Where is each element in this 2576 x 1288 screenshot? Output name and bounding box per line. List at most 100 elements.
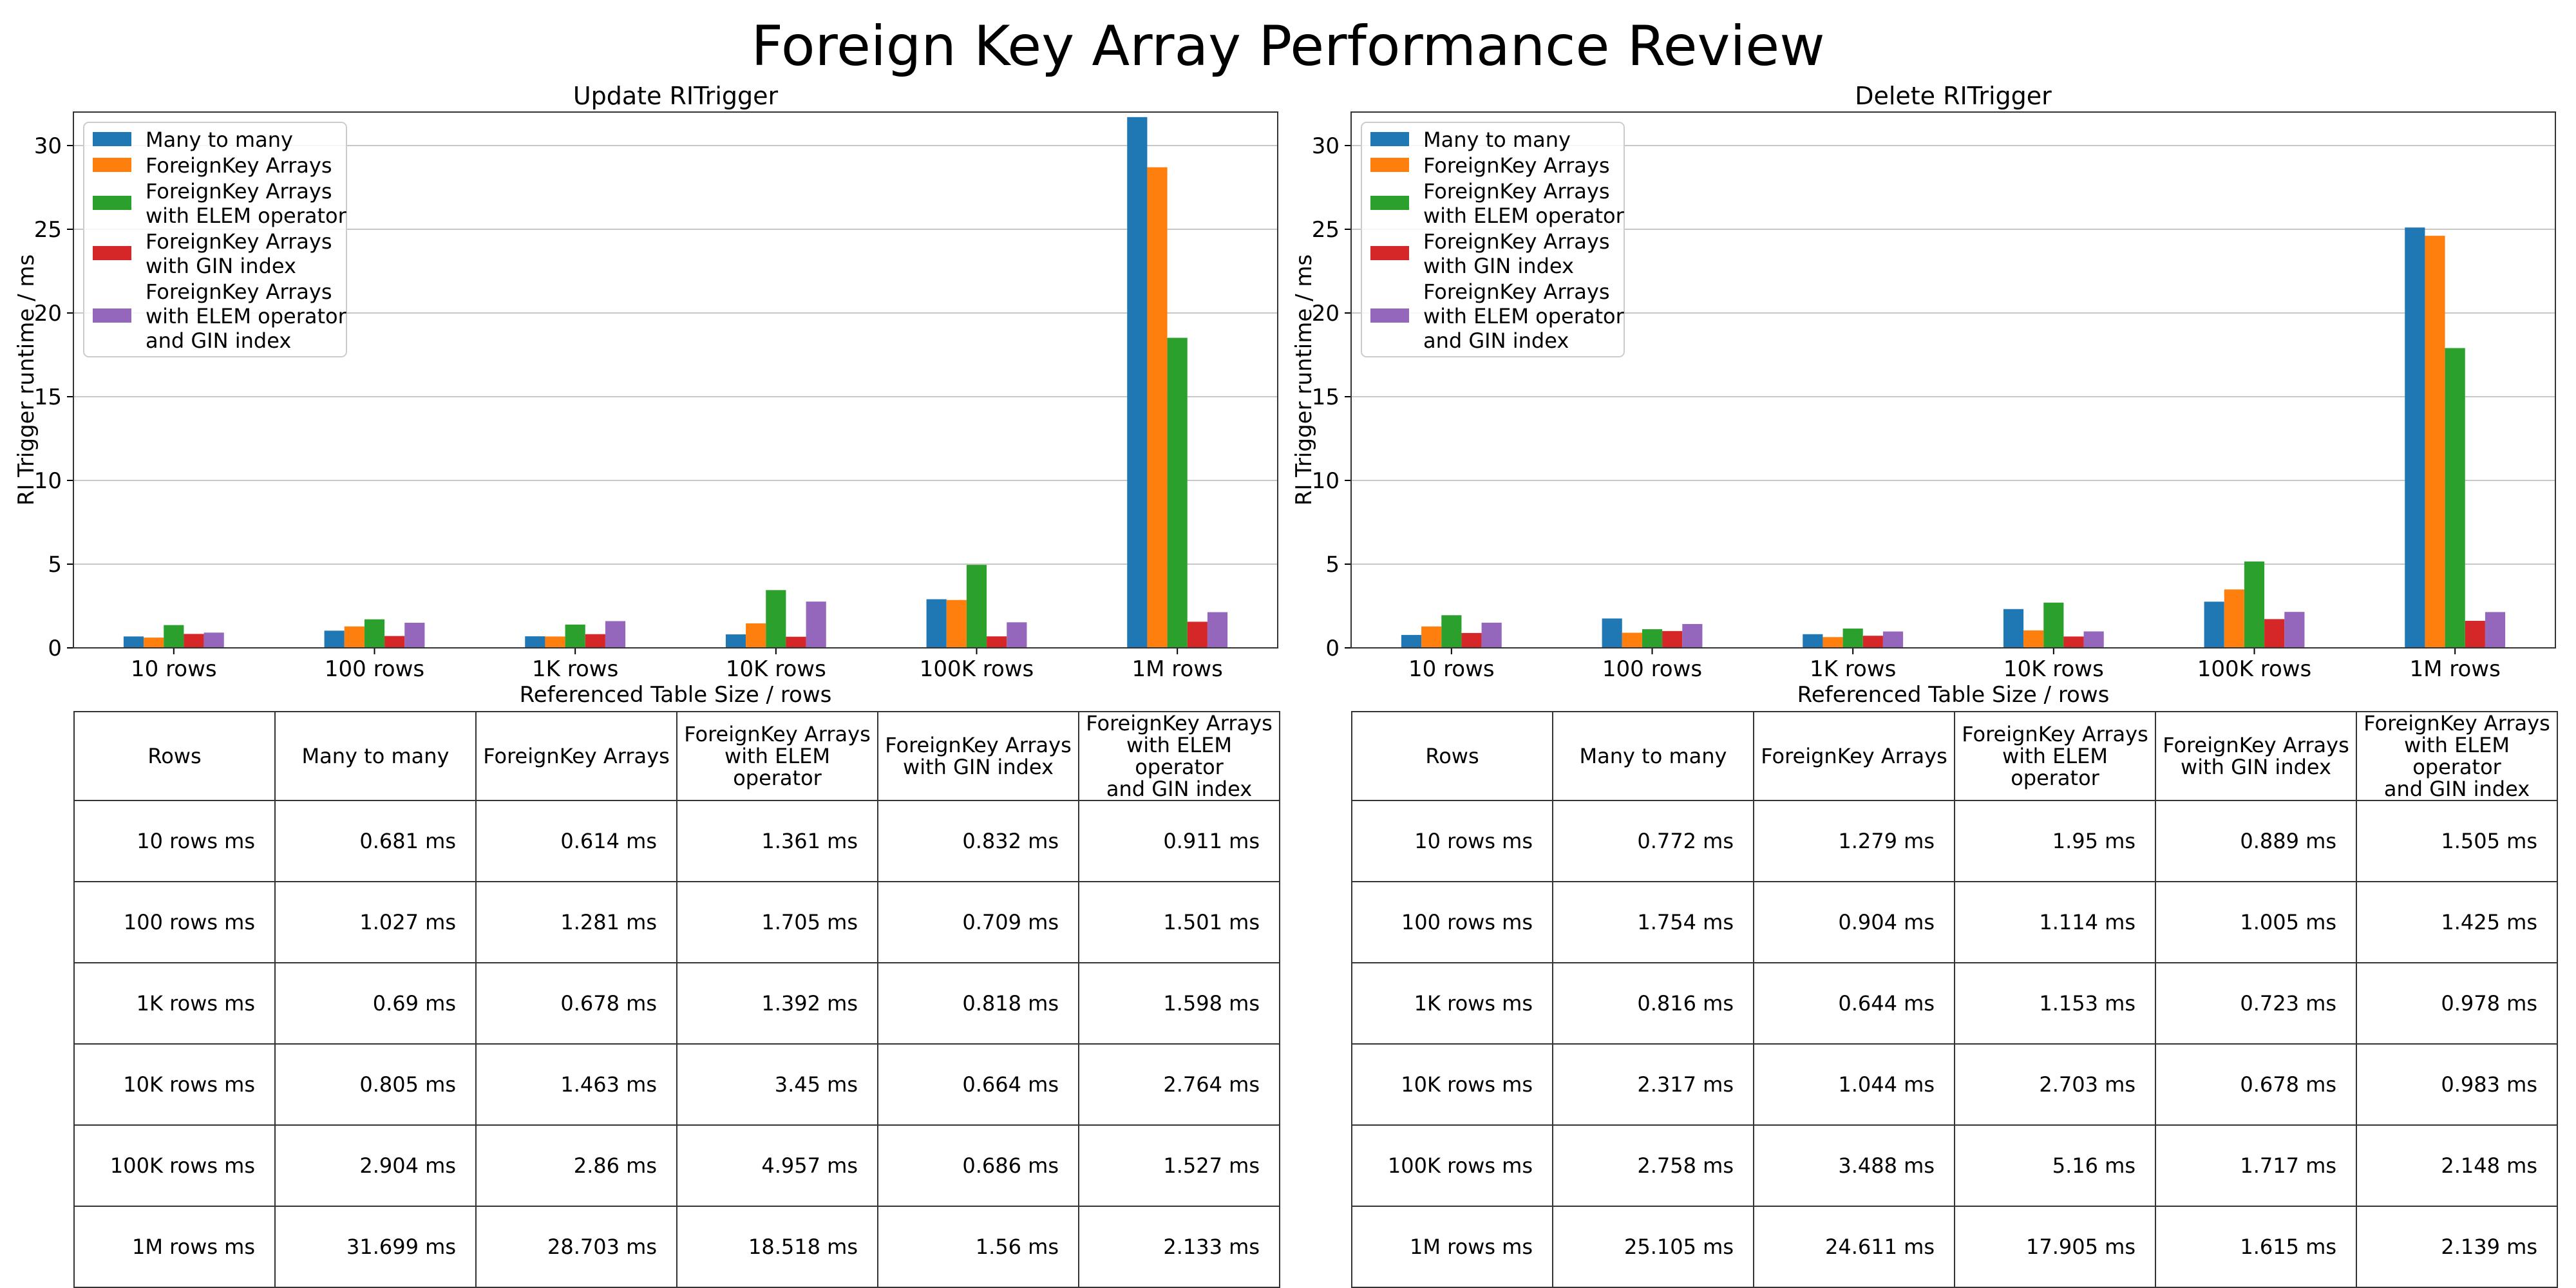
table-cell: 1M rows ms: [1351, 1206, 1553, 1288]
table-cell: 1.392 ms: [676, 962, 878, 1045]
table-cell: 2.764 ms: [1078, 1043, 1280, 1126]
x-tick-label: 100 rows: [325, 656, 424, 682]
table-cell: 10 rows ms: [1351, 800, 1553, 882]
table-header-cell: ForeignKey Arrays: [1753, 711, 1955, 801]
bar: [1127, 117, 1148, 649]
bar: [565, 624, 585, 648]
bar: [1007, 622, 1027, 648]
bar: [786, 636, 806, 648]
bar: [2485, 612, 2506, 648]
table-row: 10K rows ms 2.317 ms 1.044 ms 2.703 ms 0.678…: [1351, 1043, 2558, 1126]
bar: [2204, 601, 2224, 648]
y-tick-label: 20: [34, 301, 62, 327]
bar: [184, 634, 204, 648]
bar: [2003, 609, 2024, 648]
table-row: 1M rows ms 31.699 ms 28.703 ms 18.518 ms 1.5…: [73, 1206, 1280, 1288]
y-axis-label: RI Trigger runtime / ms: [14, 254, 39, 506]
table-cell: 18.518 ms: [676, 1206, 878, 1288]
bar: [2284, 612, 2305, 648]
legend-label: ForeignKey Arrays with ELEM operator and G…: [146, 279, 347, 353]
table-cell: 31.699 ms: [274, 1206, 477, 1288]
table-row: 100 rows ms 1.027 ms 1.281 ms 1.705 ms 0.709…: [73, 881, 1280, 963]
table-cell: 100K rows ms: [1351, 1124, 1553, 1207]
table-row: 10 rows ms 0.772 ms 1.279 ms 1.95 ms 0.889 m…: [1351, 800, 2558, 882]
table-cell: 0.614 ms: [475, 800, 677, 882]
table-cell: 0.681 ms: [274, 800, 477, 882]
table-cell: 1.005 ms: [2155, 881, 2357, 963]
table-cell: 0.772 ms: [1552, 800, 1754, 882]
table-cell: 4.957 ms: [676, 1124, 878, 1207]
table-cell: 0.832 ms: [877, 800, 1079, 882]
bar: [926, 599, 947, 648]
bar: [946, 600, 967, 648]
bar: [525, 636, 545, 648]
table-cell: 2.758 ms: [1552, 1124, 1754, 1207]
bar: [1862, 636, 1883, 648]
x-tick-label: 1M rows: [1132, 656, 1222, 682]
legend-swatch: [1370, 308, 1409, 323]
table-row: 100K rows ms 2.758 ms 3.488 ms 5.16 ms 1.717…: [1351, 1124, 2558, 1207]
legend-label: ForeignKey Arrays with GIN index: [146, 229, 332, 278]
legend-swatch: [1370, 132, 1409, 146]
bar: [144, 638, 164, 648]
x-tick-label: 100K rows: [2197, 656, 2312, 682]
update-ritrigger-table: Rows Many to many ForeignKey Arrays Foreign…: [73, 711, 1280, 1288]
legend-swatch: [1370, 196, 1409, 210]
legend-swatch: [93, 196, 131, 210]
table-cell: 17.905 ms: [1954, 1206, 2156, 1288]
table-cell: 0.69 ms: [274, 962, 477, 1045]
bar: [2264, 619, 2285, 648]
y-tick-label: 5: [1325, 552, 1340, 578]
bar: [806, 601, 826, 648]
legend-label: ForeignKey Arrays with ELEM operator and G…: [1423, 279, 1625, 353]
legend-swatch: [1370, 158, 1409, 172]
table-header-row: Rows Many to many ForeignKey Arrays Foreign…: [1351, 711, 2558, 801]
bar: [404, 622, 425, 648]
legend-box: [1361, 122, 1625, 357]
bar: [204, 632, 224, 648]
table-cell: 1.705 ms: [676, 881, 878, 963]
chart-title: Update RITrigger: [573, 82, 779, 110]
table-cell: 1.615 ms: [2155, 1206, 2357, 1288]
bar: [344, 626, 365, 648]
bar: [966, 565, 987, 648]
delete-ritrigger-table: Rows Many to many ForeignKey Arrays Foreign…: [1351, 711, 2558, 1288]
update-ritrigger-chart: Update RITrigger 0 5 10 15 20 25 30 10 rows 100 r…: [14, 82, 1278, 708]
table-row: 1K rows ms 0.69 ms 0.678 ms 1.392 ms 0.818 m…: [73, 962, 1280, 1045]
bar: [987, 636, 1007, 648]
bar: [1441, 615, 1462, 648]
table-cell: 10K rows ms: [1351, 1043, 1553, 1126]
table-header-cell: Rows: [1351, 711, 1553, 801]
bar: [2063, 636, 2084, 648]
bar: [123, 636, 144, 648]
legend-swatch: [93, 132, 131, 146]
delete-ritrigger-chart: Delete RITrigger 0 5 10 15 20 25 30 10 rows 100 r…: [1291, 82, 2556, 708]
table-cell: 1.717 ms: [2155, 1124, 2357, 1207]
x-tick-label: 10K rows: [726, 656, 826, 682]
table-cell: 0.664 ms: [877, 1043, 1079, 1126]
y-tick-label: 25: [34, 217, 62, 243]
bar: [1682, 623, 1703, 648]
bar: [384, 636, 405, 648]
table-cell: 0.805 ms: [274, 1043, 477, 1126]
table-cell: 3.488 ms: [1753, 1124, 1955, 1207]
bar: [746, 623, 766, 648]
bar: [1147, 167, 1168, 648]
bar: [2445, 348, 2465, 648]
x-axis-label: Referenced Table Size / rows: [1797, 682, 2110, 708]
table-cell: 1.527 ms: [1078, 1124, 1280, 1207]
table-row: 100K rows ms 2.904 ms 2.86 ms 4.957 ms 0.686…: [73, 1124, 1280, 1207]
table-header-cell: ForeignKey Arrays with ELEM operator: [1954, 711, 2156, 801]
bar: [164, 625, 184, 648]
table-header-cell: ForeignKey Arrays with ELEM operator and G…: [1078, 711, 1280, 801]
bar: [1602, 618, 1622, 648]
table-row: 100 rows ms 1.754 ms 0.904 ms 1.114 ms 1.005…: [1351, 881, 2558, 963]
bar: [2023, 630, 2044, 648]
legend-swatch: [93, 246, 131, 260]
y-tick-label: 20: [1312, 301, 1340, 327]
y-tick-label: 10: [34, 468, 62, 494]
bar: [2425, 236, 2445, 648]
table-cell: 0.983 ms: [2356, 1043, 2558, 1126]
bar: [1662, 630, 1683, 648]
bar: [324, 630, 345, 648]
